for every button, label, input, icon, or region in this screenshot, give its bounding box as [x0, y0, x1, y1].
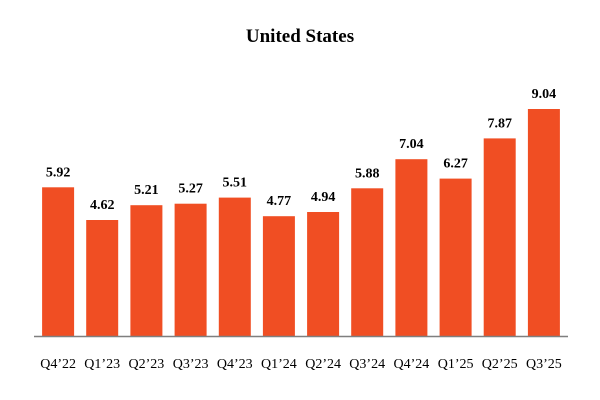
bar-1: [86, 220, 119, 336]
x-tick-label-0: Q4’22: [40, 357, 76, 372]
bar-0: [42, 187, 75, 336]
bar-6: [307, 212, 340, 336]
value-label-4: 5.51: [223, 176, 248, 191]
bar-3: [174, 203, 207, 336]
bar-5: [262, 216, 295, 336]
value-label-1: 4.62: [90, 198, 115, 213]
x-tick-label-9: Q1’25: [438, 357, 474, 372]
value-label-6: 4.94: [311, 190, 336, 205]
x-tick-label-2: Q2’23: [129, 357, 165, 372]
value-label-11: 9.04: [532, 87, 557, 102]
x-tick-label-5: Q1’24: [261, 357, 297, 372]
value-labels-group: 5.92 4.62 5.21 5.27 5.51 4.77 4.94 5.88 7.04 6.27…: [46, 87, 556, 213]
value-label-5: 4.77: [267, 194, 292, 209]
bar-7: [351, 188, 384, 336]
bar-8: [395, 159, 428, 336]
x-tick-label-3: Q3’23: [173, 357, 209, 372]
value-label-7: 5.88: [355, 166, 380, 181]
x-tick-label-6: Q2’24: [305, 357, 341, 372]
x-tick-label-10: Q2’25: [482, 357, 518, 372]
chart-title: United States: [245, 26, 355, 47]
x-tick-labels-group: Q4’22 Q1’23 Q2’23 Q3’23 Q4’23 Q1’24 Q2’24 Q3’24…: [40, 357, 562, 372]
value-label-8: 7.04: [399, 137, 424, 152]
x-tick-label-4: Q4’23: [217, 357, 253, 372]
bar-11: [527, 109, 560, 336]
x-tick-label-1: Q1’23: [84, 357, 120, 372]
value-label-9: 6.27: [443, 157, 468, 172]
x-tick-label-7: Q3’24: [349, 357, 385, 372]
value-label-2: 5.21: [134, 183, 159, 198]
bar-2: [130, 205, 163, 336]
x-tick-label-11: Q3’25: [526, 357, 562, 372]
bar-4: [218, 197, 251, 336]
value-label-10: 7.87: [487, 116, 512, 131]
bar-10: [483, 138, 516, 336]
bar-9: [439, 178, 472, 336]
value-label-3: 5.27: [178, 182, 203, 197]
x-tick-label-8: Q4’24: [394, 357, 430, 372]
bars-group: [42, 109, 560, 336]
value-label-0: 5.92: [46, 165, 71, 180]
